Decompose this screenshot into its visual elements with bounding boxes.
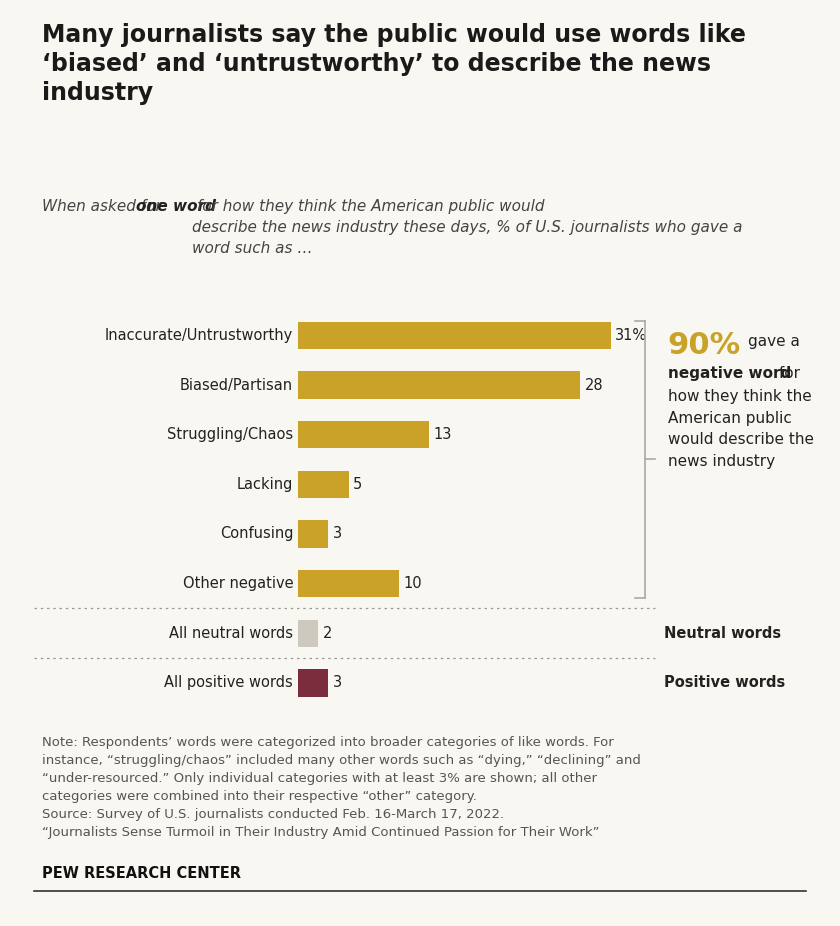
- Text: for: for: [774, 366, 800, 381]
- Text: When asked for: When asked for: [42, 199, 166, 214]
- Text: Neutral words: Neutral words: [664, 626, 780, 641]
- Text: 10: 10: [403, 576, 422, 591]
- Text: Inaccurate/Untrustworthy: Inaccurate/Untrustworthy: [105, 328, 293, 343]
- Text: Confusing: Confusing: [220, 527, 293, 542]
- Text: 3: 3: [333, 675, 342, 691]
- Bar: [298, 371, 580, 399]
- Text: 3: 3: [333, 527, 342, 542]
- Bar: [298, 619, 318, 647]
- Bar: [298, 321, 611, 349]
- Text: one word: one word: [136, 199, 216, 214]
- Text: how they think the
American public
would describe the
news industry: how they think the American public would…: [668, 389, 814, 469]
- Text: All positive words: All positive words: [165, 675, 293, 691]
- Text: 2: 2: [323, 626, 332, 641]
- Text: Positive words: Positive words: [664, 675, 785, 691]
- Bar: [298, 569, 399, 597]
- Text: 13: 13: [433, 427, 452, 442]
- Text: for how they think the American public would
describe the news industry these da: for how they think the American public w…: [192, 199, 742, 257]
- Text: Many journalists say the public would use words like
‘biased’ and ‘untrustworthy: Many journalists say the public would us…: [42, 23, 746, 105]
- Bar: [298, 421, 429, 448]
- Text: Other negative: Other negative: [182, 576, 293, 591]
- Text: Biased/Partisan: Biased/Partisan: [180, 378, 293, 393]
- Text: 31%: 31%: [615, 328, 647, 343]
- Bar: [298, 470, 349, 498]
- Bar: [298, 669, 328, 696]
- Text: 90%: 90%: [668, 331, 741, 359]
- Text: negative word: negative word: [668, 366, 791, 381]
- Text: Lacking: Lacking: [237, 477, 293, 492]
- Bar: [298, 520, 328, 547]
- Text: 5: 5: [353, 477, 362, 492]
- Text: PEW RESEARCH CENTER: PEW RESEARCH CENTER: [42, 866, 241, 881]
- Text: 28: 28: [585, 378, 603, 393]
- Text: Struggling/Chaos: Struggling/Chaos: [167, 427, 293, 442]
- Text: gave a: gave a: [748, 333, 800, 348]
- Text: Note: Respondents’ words were categorized into broader categories of like words.: Note: Respondents’ words were categorize…: [42, 736, 641, 839]
- Text: All neutral words: All neutral words: [169, 626, 293, 641]
